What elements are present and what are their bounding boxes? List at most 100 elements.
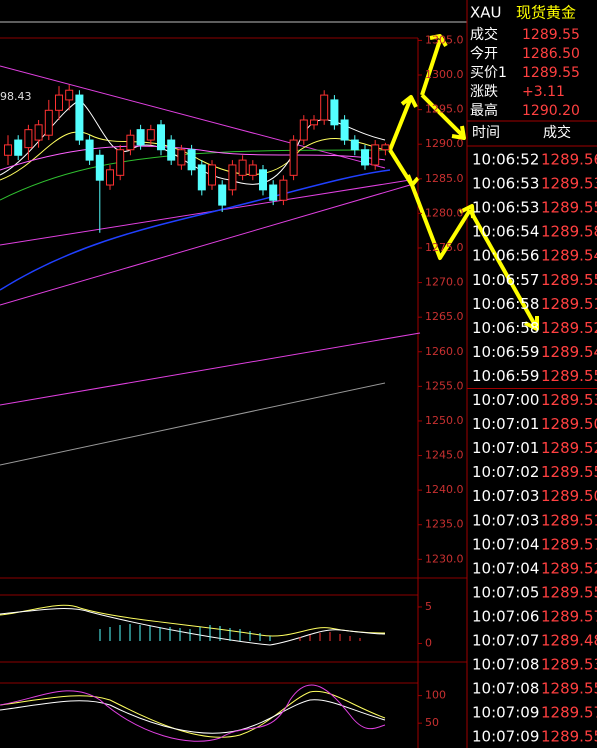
candle-body (126, 134, 135, 151)
trade-price: 1289.55 (541, 728, 597, 746)
y-tick-label: 0 (425, 636, 432, 649)
trade-time: 10:06:54 (472, 223, 539, 241)
trade-time: 10:07:09 (472, 728, 539, 746)
trade-price: 1289.55 (541, 271, 597, 289)
annotation-arrows (388, 34, 539, 331)
candle-body (350, 139, 359, 151)
trade-time: 10:07:01 (472, 439, 539, 457)
candle-body (299, 119, 308, 141)
trade-price: 1289.52 (541, 319, 597, 337)
trade-time: 10:06:58 (472, 295, 539, 313)
candle-body (320, 94, 329, 121)
indicator-line (0, 690, 386, 738)
trade-time: 10:07:08 (472, 656, 539, 674)
trade-time: 10:07:08 (472, 680, 539, 698)
y-tick-label: 5 (425, 600, 432, 613)
y-tick-label: 1270.0 (425, 276, 464, 289)
candle-body (279, 179, 288, 201)
indicator-line (0, 608, 386, 646)
candle-body (4, 144, 12, 156)
trade-price: 1289.52 (541, 559, 597, 577)
indicator-line (0, 684, 386, 742)
trade-price: 1289.50 (541, 415, 597, 433)
candle-body (167, 139, 176, 161)
y-tick-label: 1255.0 (425, 379, 464, 392)
y-tick-label: 1245.0 (425, 449, 464, 462)
trade-time: 10:07:03 (472, 511, 539, 529)
candle-body (197, 164, 206, 191)
candle-body (24, 129, 33, 149)
candle-body (269, 184, 278, 201)
trade-time: 10:07:03 (472, 487, 539, 505)
trade-price: 1289.53 (541, 391, 597, 409)
trade-time: 10:07:04 (472, 535, 539, 553)
indicator-line (0, 699, 386, 734)
trade-time: 10:06:52 (472, 151, 539, 169)
y-tick-label: 1290.0 (425, 137, 464, 150)
y-tick-label: 1235.0 (425, 518, 464, 531)
candle-body (238, 159, 247, 176)
column-header: 时间 (472, 125, 500, 141)
trade-price: 1289.51 (541, 295, 597, 313)
arrow (420, 93, 466, 140)
histogram-bars (299, 632, 361, 641)
candle-body (361, 149, 369, 166)
y-tick-label: 1300.0 (425, 68, 464, 81)
trade-price: 1289.48 (541, 632, 597, 650)
candle-body (14, 139, 23, 156)
trade-time: 10:06:58 (472, 319, 539, 337)
overlays (0, 65, 421, 742)
trade-price: 1289.51 (541, 511, 597, 529)
quote-value: +3.11 (522, 84, 565, 100)
quote-value: 1290.20 (522, 103, 580, 119)
candle-body (136, 129, 145, 146)
candle-body (259, 169, 267, 191)
candle-body (157, 124, 165, 151)
trade-price: 1289.57 (541, 607, 597, 625)
trade-time: 10:07:09 (472, 704, 539, 722)
trend-line (0, 382, 386, 466)
y-tick-label: 1265.0 (425, 310, 464, 323)
candle-body (177, 149, 186, 166)
y-tick-label: 1305.0 (425, 33, 464, 46)
arrow (468, 209, 539, 331)
candle-body (218, 184, 227, 206)
candle-body (381, 144, 390, 151)
trade-price: 1289.55 (541, 583, 597, 601)
y-tick-label: 1285.0 (425, 172, 464, 185)
candle-body (75, 94, 84, 141)
y-tick-label: 1230.0 (425, 552, 464, 565)
trade-price: 1289.54 (541, 247, 597, 265)
candle-body (340, 119, 349, 141)
moving-average (0, 145, 386, 171)
high-label: 98.43 (0, 90, 32, 103)
y-tick-label: 1250.0 (425, 414, 464, 427)
histogram-bars (99, 624, 271, 641)
candle-body (208, 164, 216, 186)
candle-body (248, 164, 257, 176)
moving-average (0, 169, 391, 291)
y-tick-label: 100 (425, 689, 446, 702)
quote-label: 涨跌 (470, 84, 498, 100)
y-tick-label: 50 (425, 716, 439, 729)
trade-price: 1289.54 (541, 343, 597, 361)
candle-body (228, 164, 237, 191)
trade-price: 1289.56 (541, 151, 597, 169)
y-tick-label: 1295.0 (425, 103, 464, 116)
symbol: XAU (470, 4, 502, 22)
candle-body (65, 89, 74, 101)
candle-body (310, 119, 318, 126)
trend-line (0, 65, 386, 169)
trade-price: 1289.55 (541, 680, 597, 698)
trend-line (0, 332, 421, 406)
trade-time: 10:07:07 (472, 632, 539, 650)
trade-time: 10:06:59 (472, 367, 539, 385)
quote-label: 成交 (470, 26, 498, 43)
trade-time: 10:06:59 (472, 343, 539, 361)
quote-label: 最高 (470, 102, 498, 119)
trade-time: 10:07:00 (472, 391, 539, 409)
trade-time: 10:07:06 (472, 607, 539, 625)
trend-line (0, 184, 411, 306)
